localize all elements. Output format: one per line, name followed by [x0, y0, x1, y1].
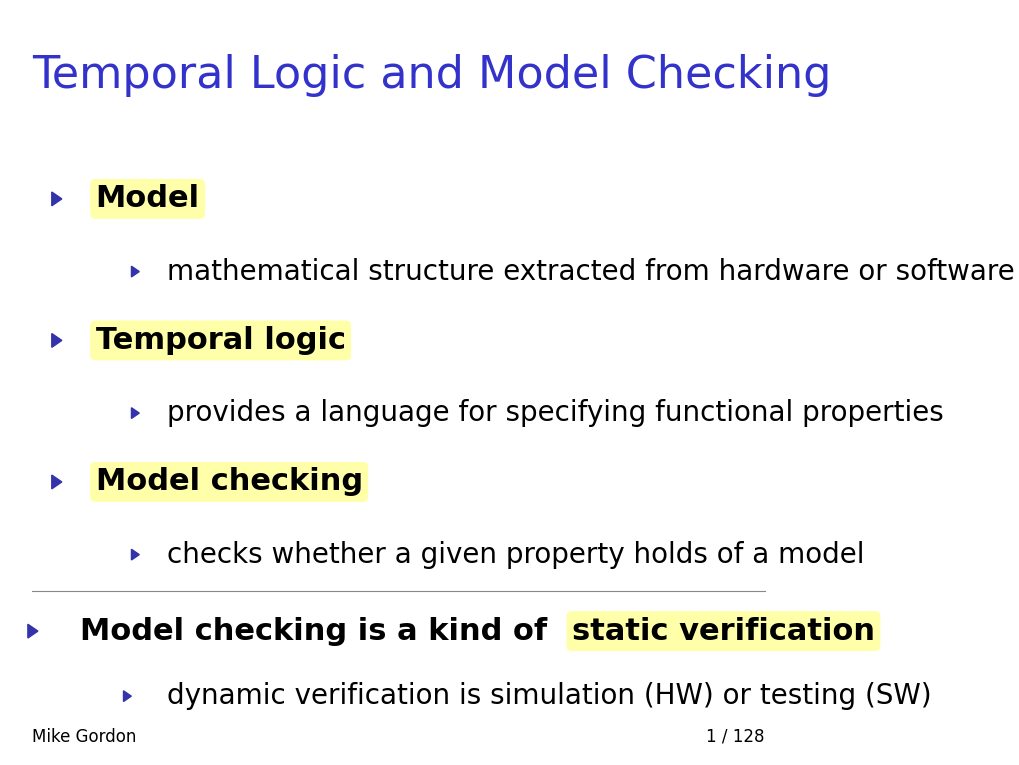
Text: Mike Gordon: Mike Gordon [32, 728, 137, 746]
Polygon shape [28, 624, 38, 638]
Polygon shape [123, 691, 131, 702]
Text: checks whether a given property holds of a model: checks whether a given property holds of… [167, 541, 864, 568]
Polygon shape [131, 408, 140, 418]
Polygon shape [52, 192, 62, 206]
Polygon shape [52, 475, 62, 489]
Polygon shape [131, 266, 140, 277]
Text: Model checking: Model checking [96, 467, 363, 496]
Text: Temporal logic: Temporal logic [96, 326, 345, 355]
Text: dynamic verification is simulation (HW) or testing (SW): dynamic verification is simulation (HW) … [167, 682, 931, 710]
Text: Model checking is a kind of: Model checking is a kind of [79, 617, 568, 646]
Text: mathematical structure extracted from hardware or software: mathematical structure extracted from ha… [167, 258, 1014, 285]
Text: static verification: static verification [572, 617, 874, 646]
Text: provides a language for specifying functional properties: provides a language for specifying funct… [167, 399, 944, 427]
Text: Temporal Logic and Model Checking: Temporal Logic and Model Checking [32, 54, 830, 96]
Polygon shape [52, 334, 62, 347]
Polygon shape [131, 549, 140, 560]
Text: Model: Model [96, 184, 200, 213]
Text: 1 / 128: 1 / 128 [706, 728, 764, 746]
